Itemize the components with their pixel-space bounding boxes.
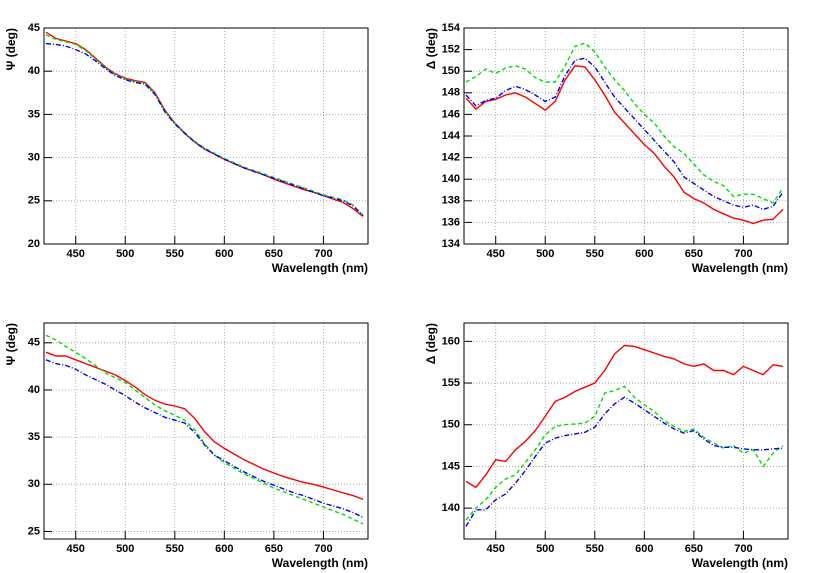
y-axis-title: Δ (deg) (424, 323, 438, 364)
x-axis-title: Wavelength (nm) (272, 261, 368, 275)
data-line (465, 57, 784, 211)
y-tick-label: 136 (442, 216, 460, 228)
panel: 140 145 150 155 160 450 500 550 600 650 700Wavelen… (424, 322, 789, 570)
x-tick-label: 600 (635, 248, 653, 260)
data-line (45, 351, 364, 501)
y-axis-title: Ψ (deg) (4, 323, 18, 365)
data-line (465, 396, 784, 527)
x-tick-label: 500 (536, 248, 554, 260)
y-tick-label: 40 (28, 384, 40, 396)
y-tick-label: 20 (28, 238, 40, 250)
y-tick-label: 138 (442, 195, 460, 207)
data-line (465, 65, 784, 225)
y-tick-label: 140 (442, 502, 460, 514)
x-tick-label: 600 (635, 543, 653, 555)
x-tick-label: 700 (734, 248, 752, 260)
x-axis-title: Wavelength (nm) (692, 556, 788, 570)
data-line (45, 34, 364, 216)
x-tick-label: 650 (265, 248, 283, 260)
plot-frame (43, 322, 369, 540)
x-tick-label: 450 (67, 248, 85, 260)
y-tick-label: 30 (28, 478, 40, 490)
x-tick-label: 650 (265, 543, 283, 555)
data-line (45, 42, 364, 217)
x-tick-label: 450 (487, 543, 505, 555)
x-tick-label: 500 (116, 248, 134, 260)
x-tick-label: 600 (215, 543, 233, 555)
y-tick-label: 30 (28, 152, 40, 164)
y-tick-label: 25 (28, 195, 40, 207)
data-line (465, 42, 784, 204)
x-tick-label: 500 (536, 543, 554, 555)
x-tick-label: 450 (67, 543, 85, 555)
y-tick-label: 140 (442, 173, 460, 185)
y-tick-label: 160 (442, 335, 460, 347)
data-line (45, 359, 364, 518)
x-tick-label: 600 (215, 248, 233, 260)
y-tick-label: 154 (442, 22, 461, 34)
y-tick-label: 45 (28, 22, 40, 34)
plot-frame (463, 322, 789, 540)
x-axis-title: Wavelength (nm) (272, 556, 368, 570)
x-tick-label: 550 (166, 543, 184, 555)
y-axis-title: Ψ (deg) (4, 28, 18, 70)
x-tick-label: 500 (116, 543, 134, 555)
x-tick-label: 550 (586, 543, 604, 555)
y-tick-label: 35 (28, 431, 40, 443)
y-tick-label: 155 (442, 377, 460, 389)
y-tick-label: 142 (442, 152, 460, 164)
panel: 134 136 138 140 142 144 146 148 150 152 154 450 500 5… (424, 22, 789, 275)
panel: 20 25 30 35 40 45 450 500 550 600 650 700Wavelength… (4, 22, 369, 275)
x-axis-title: Wavelength (nm) (692, 261, 788, 275)
y-tick-label: 40 (28, 65, 40, 77)
y-tick-label: 144 (442, 130, 461, 142)
y-tick-label: 45 (28, 337, 40, 349)
x-tick-label: 700 (734, 543, 752, 555)
y-tick-label: 150 (442, 65, 460, 77)
x-tick-label: 550 (586, 248, 604, 260)
y-tick-label: 146 (442, 108, 460, 120)
data-line (465, 344, 784, 489)
x-tick-label: 650 (685, 543, 703, 555)
y-tick-label: 152 (442, 44, 460, 56)
plot-frame (43, 27, 369, 245)
y-axis-title: Δ (deg) (424, 28, 438, 69)
data-line (45, 334, 364, 525)
x-tick-label: 450 (487, 248, 505, 260)
y-tick-label: 35 (28, 108, 40, 120)
x-tick-label: 550 (166, 248, 184, 260)
data-line (465, 385, 784, 521)
x-tick-label: 650 (685, 248, 703, 260)
y-tick-label: 134 (442, 238, 461, 250)
x-tick-label: 700 (314, 248, 332, 260)
plot-frame (463, 27, 789, 245)
y-tick-label: 145 (442, 460, 460, 472)
x-tick-label: 700 (314, 543, 332, 555)
y-tick-label: 25 (28, 525, 40, 537)
y-tick-label: 150 (442, 419, 460, 431)
y-tick-label: 148 (442, 87, 460, 99)
